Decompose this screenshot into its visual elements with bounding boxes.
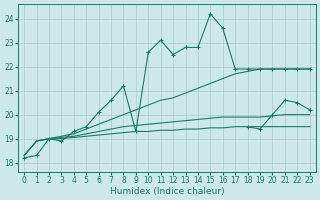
X-axis label: Humidex (Indice chaleur): Humidex (Indice chaleur)	[109, 187, 224, 196]
